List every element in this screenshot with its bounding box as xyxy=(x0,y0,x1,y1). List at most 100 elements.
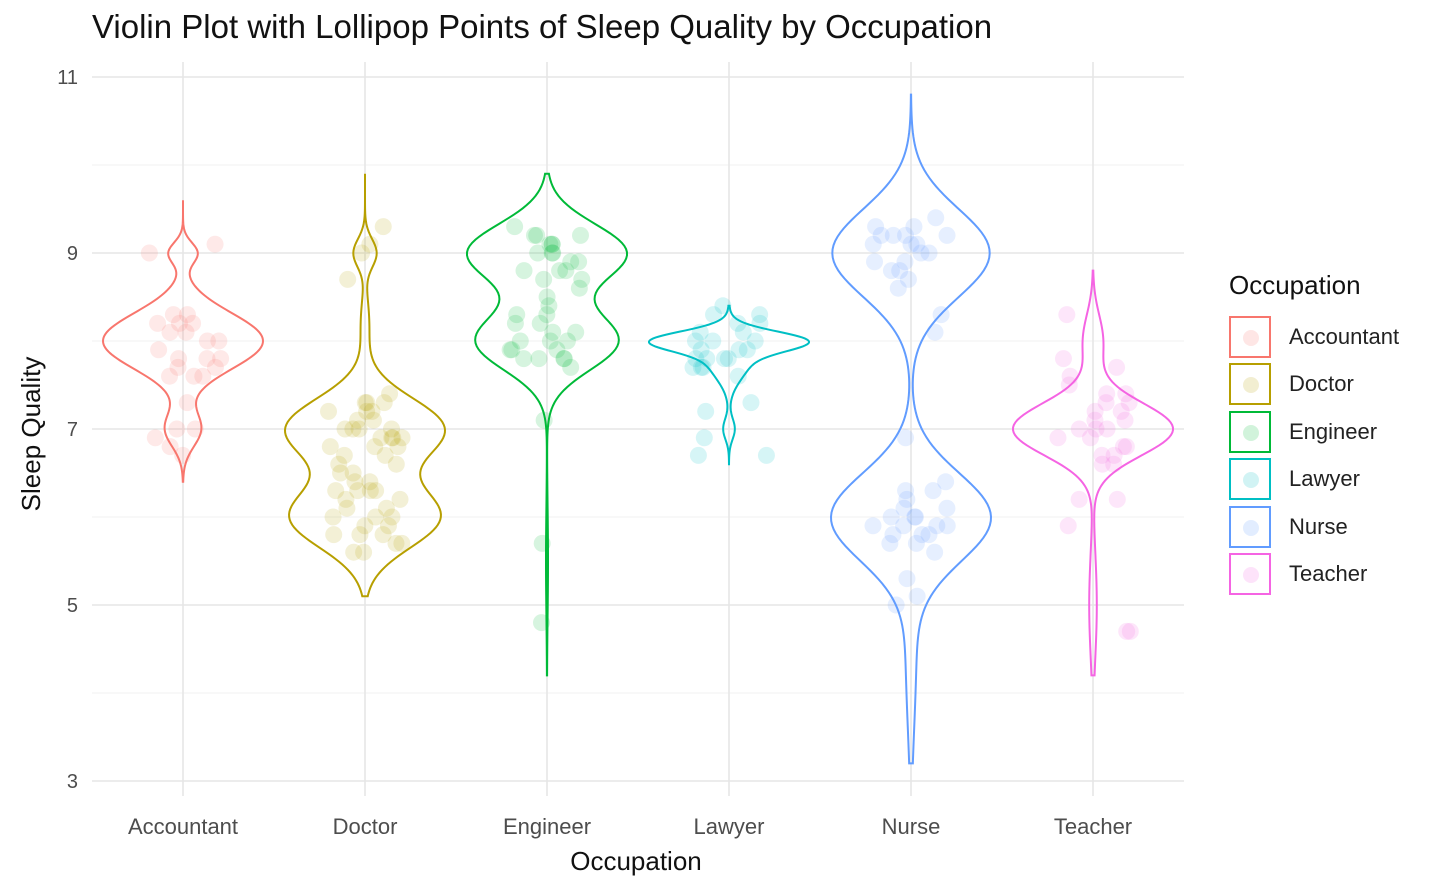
data-point xyxy=(864,235,882,253)
data-point xyxy=(882,508,900,526)
data-point xyxy=(938,226,956,244)
data-point xyxy=(898,490,916,508)
data-point xyxy=(164,306,182,324)
data-point xyxy=(321,438,339,456)
data-point xyxy=(1121,622,1139,640)
data-point xyxy=(882,262,900,280)
data-point xyxy=(1108,358,1126,376)
data-point xyxy=(383,508,401,526)
data-point xyxy=(899,270,917,288)
data-point xyxy=(927,209,945,227)
data-point xyxy=(346,473,364,491)
data-point xyxy=(1093,455,1111,473)
data-point xyxy=(1118,622,1136,640)
data-point xyxy=(1059,517,1077,535)
data-point xyxy=(1098,420,1116,438)
data-point xyxy=(689,446,707,464)
legend-key xyxy=(1229,363,1271,406)
data-point xyxy=(1061,367,1079,385)
data-point xyxy=(361,235,379,253)
data-point xyxy=(897,482,915,500)
data-point xyxy=(515,262,533,280)
data-point xyxy=(393,429,411,447)
data-point xyxy=(906,508,924,526)
data-point xyxy=(926,323,944,341)
violins xyxy=(101,93,1175,765)
data-point xyxy=(198,332,216,350)
data-point xyxy=(562,358,580,376)
data-point xyxy=(339,270,357,288)
data-point xyxy=(387,455,405,473)
data-point xyxy=(210,332,228,350)
data-point xyxy=(543,235,561,253)
legend-dot xyxy=(1243,377,1259,394)
data-point xyxy=(1114,438,1132,456)
data-point xyxy=(529,244,547,262)
data-point xyxy=(366,438,384,456)
data-point xyxy=(177,323,195,341)
violin-accountant xyxy=(101,200,265,483)
legend-label: Doctor xyxy=(1289,371,1354,397)
legend-key xyxy=(1229,553,1271,596)
data-point xyxy=(884,226,902,244)
data-point xyxy=(1086,411,1104,429)
data-point xyxy=(532,614,550,632)
legend-item-accountant: Accountant xyxy=(1229,313,1399,361)
data-point xyxy=(928,517,946,535)
axes: 3 5 7 9 11 Accountant Doctor Engineer Lawyer Nurs… xyxy=(57,67,1132,839)
data-point xyxy=(544,323,562,341)
x-tick-label: Accountant xyxy=(128,814,238,839)
data-point xyxy=(729,367,747,385)
data-point xyxy=(535,411,553,429)
data-point xyxy=(364,411,382,429)
data-point xyxy=(704,332,722,350)
data-point xyxy=(567,323,585,341)
data-point xyxy=(541,235,559,253)
data-point xyxy=(149,314,167,332)
data-point xyxy=(186,420,204,438)
data-point xyxy=(555,350,573,368)
data-point xyxy=(372,429,390,447)
data-points xyxy=(140,209,1139,640)
data-point xyxy=(511,332,529,350)
legend-label: Teacher xyxy=(1289,561,1368,587)
data-point xyxy=(905,218,923,236)
legend-label: Accountant xyxy=(1289,323,1400,349)
data-point xyxy=(697,402,715,420)
data-point xyxy=(355,543,373,561)
data-point xyxy=(336,420,354,438)
data-point xyxy=(887,596,905,614)
data-point xyxy=(867,218,885,236)
data-point xyxy=(751,314,769,332)
data-point xyxy=(367,508,385,526)
legend-dot xyxy=(1243,567,1259,584)
data-point xyxy=(531,314,549,332)
y-axis-title: Sleep Quality xyxy=(16,357,46,512)
data-point xyxy=(161,323,179,341)
data-point xyxy=(541,332,559,350)
data-point xyxy=(501,341,519,359)
data-point xyxy=(891,262,909,280)
data-point xyxy=(376,446,394,464)
data-point xyxy=(691,323,709,341)
x-tick-label: Teacher xyxy=(1054,814,1132,839)
data-point xyxy=(864,517,882,535)
data-point xyxy=(570,279,588,297)
data-point xyxy=(335,446,353,464)
data-point xyxy=(694,358,712,376)
x-tick-label: Doctor xyxy=(333,814,398,839)
data-point xyxy=(757,446,775,464)
data-point xyxy=(908,235,926,253)
data-point xyxy=(363,402,381,420)
data-point xyxy=(1097,394,1115,412)
data-point xyxy=(345,543,363,561)
data-point xyxy=(146,429,164,447)
legend-key xyxy=(1229,505,1271,548)
data-point xyxy=(907,534,925,552)
data-point xyxy=(506,218,524,236)
data-point xyxy=(379,517,397,535)
data-point xyxy=(548,341,566,359)
data-point xyxy=(562,253,580,271)
data-point xyxy=(1087,420,1105,438)
data-point xyxy=(327,482,345,500)
